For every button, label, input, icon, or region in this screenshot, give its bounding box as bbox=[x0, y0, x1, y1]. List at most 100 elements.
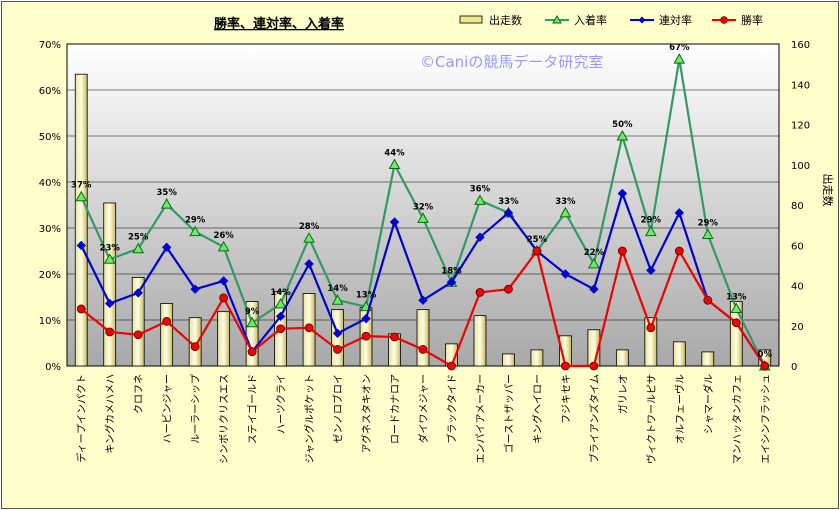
y-right-tick-label: 160 bbox=[791, 40, 810, 51]
bar bbox=[473, 315, 487, 367]
point bbox=[103, 253, 116, 264]
point bbox=[646, 323, 656, 333]
point bbox=[161, 242, 172, 253]
point bbox=[189, 225, 202, 237]
data-label: 23% bbox=[100, 243, 121, 253]
data-label: 44% bbox=[384, 149, 405, 159]
point bbox=[589, 284, 599, 294]
point bbox=[760, 361, 770, 371]
x-tick-label: ハービンジャー bbox=[162, 374, 174, 444]
point bbox=[532, 246, 542, 256]
watermark: ©Caniの競馬データ研究室 bbox=[420, 53, 603, 71]
legend-label: 勝率 bbox=[741, 13, 763, 27]
y-left-tick-label: 40% bbox=[39, 178, 61, 189]
point bbox=[275, 311, 286, 322]
point bbox=[559, 206, 572, 218]
legend-label: 連対率 bbox=[659, 13, 692, 27]
data-label: 50% bbox=[612, 120, 633, 130]
point bbox=[703, 295, 713, 305]
data-label: 0% bbox=[758, 350, 773, 360]
x-tick-label: シャマーダル bbox=[702, 374, 715, 434]
y-left-tick-label: 30% bbox=[39, 224, 61, 235]
point bbox=[389, 217, 400, 227]
y-right-tick-label: 60 bbox=[791, 241, 804, 252]
data-label: 29% bbox=[641, 216, 662, 226]
bar bbox=[701, 351, 715, 367]
point bbox=[447, 361, 456, 371]
bar bbox=[160, 303, 174, 367]
bar bbox=[245, 301, 259, 367]
x-tick-label: ゴーストザッパー bbox=[502, 374, 515, 454]
point bbox=[475, 287, 485, 297]
point bbox=[331, 294, 344, 305]
x-tick-label: ゼンノロブロイ bbox=[332, 374, 345, 444]
x-tick-label: キングカメハメハ bbox=[104, 374, 117, 454]
legend-item: 連対率 bbox=[630, 13, 692, 27]
point bbox=[504, 284, 513, 294]
x-tick-label: アグネスタキオン bbox=[360, 374, 373, 454]
bar bbox=[103, 202, 117, 367]
data-label: 26% bbox=[213, 231, 234, 241]
y-left-tick-label: 70% bbox=[39, 40, 61, 51]
y-left-tick-label: 20% bbox=[39, 270, 61, 281]
data-label: 13% bbox=[356, 291, 377, 301]
point bbox=[304, 323, 314, 333]
x-tick-label: ブラックタイド bbox=[445, 374, 458, 444]
y-right-tick-label: 140 bbox=[791, 80, 810, 91]
bar bbox=[672, 341, 686, 367]
data-label: 36% bbox=[470, 184, 491, 194]
y-left-tick-label: 10% bbox=[39, 316, 61, 327]
legend-label: 入着率 bbox=[574, 13, 607, 27]
point bbox=[190, 284, 200, 294]
y-left-tick-label: 0% bbox=[45, 362, 61, 373]
x-tick-label: エイシンフラッシュ bbox=[760, 374, 772, 464]
x-tick-label: ルーラーシップ bbox=[190, 374, 202, 444]
x-tick-label: クロフネ bbox=[133, 374, 145, 414]
data-label: 35% bbox=[157, 188, 178, 198]
point bbox=[105, 298, 115, 309]
point bbox=[274, 297, 287, 309]
point bbox=[219, 293, 229, 303]
point bbox=[475, 232, 485, 242]
point bbox=[133, 330, 143, 340]
point bbox=[731, 318, 741, 328]
data-label: 22% bbox=[584, 248, 605, 258]
x-tick-label: シンボリクリスエス bbox=[219, 374, 231, 464]
point bbox=[617, 188, 628, 199]
x-tick-label: フジキセキ bbox=[560, 374, 572, 424]
data-label: 14% bbox=[270, 288, 291, 298]
data-label: 13% bbox=[726, 293, 747, 303]
point bbox=[589, 361, 599, 371]
point bbox=[76, 304, 86, 314]
point bbox=[616, 129, 629, 141]
point bbox=[246, 316, 258, 328]
x-tick-label: ブライアンズタイム bbox=[588, 374, 601, 463]
data-label: 18% bbox=[441, 266, 462, 276]
x-tick-label: キングヘイロー bbox=[531, 374, 544, 444]
bar bbox=[217, 311, 231, 367]
point bbox=[561, 361, 570, 371]
point bbox=[217, 240, 230, 252]
bar bbox=[74, 73, 88, 367]
legend-label: 出走数 bbox=[489, 13, 522, 27]
point bbox=[730, 302, 743, 313]
point bbox=[417, 212, 429, 223]
x-tick-label: ステイゴールド bbox=[246, 374, 259, 444]
point bbox=[388, 158, 401, 170]
y-right-tick-label: 80 bbox=[791, 201, 804, 212]
x-tick-label: ダイワメジャー bbox=[417, 374, 430, 444]
data-label: 9% bbox=[245, 307, 260, 317]
y-right-tick-label: 40 bbox=[791, 282, 804, 293]
data-label: 29% bbox=[698, 218, 719, 228]
point bbox=[247, 347, 257, 357]
point bbox=[276, 324, 286, 334]
point bbox=[218, 276, 229, 286]
data-label: 29% bbox=[185, 216, 206, 226]
point bbox=[617, 246, 627, 256]
point bbox=[160, 198, 173, 209]
data-label: 28% bbox=[299, 222, 320, 232]
legend-marker bbox=[720, 16, 728, 24]
y-right-tick-label: 20 bbox=[791, 322, 804, 333]
point bbox=[332, 328, 343, 339]
